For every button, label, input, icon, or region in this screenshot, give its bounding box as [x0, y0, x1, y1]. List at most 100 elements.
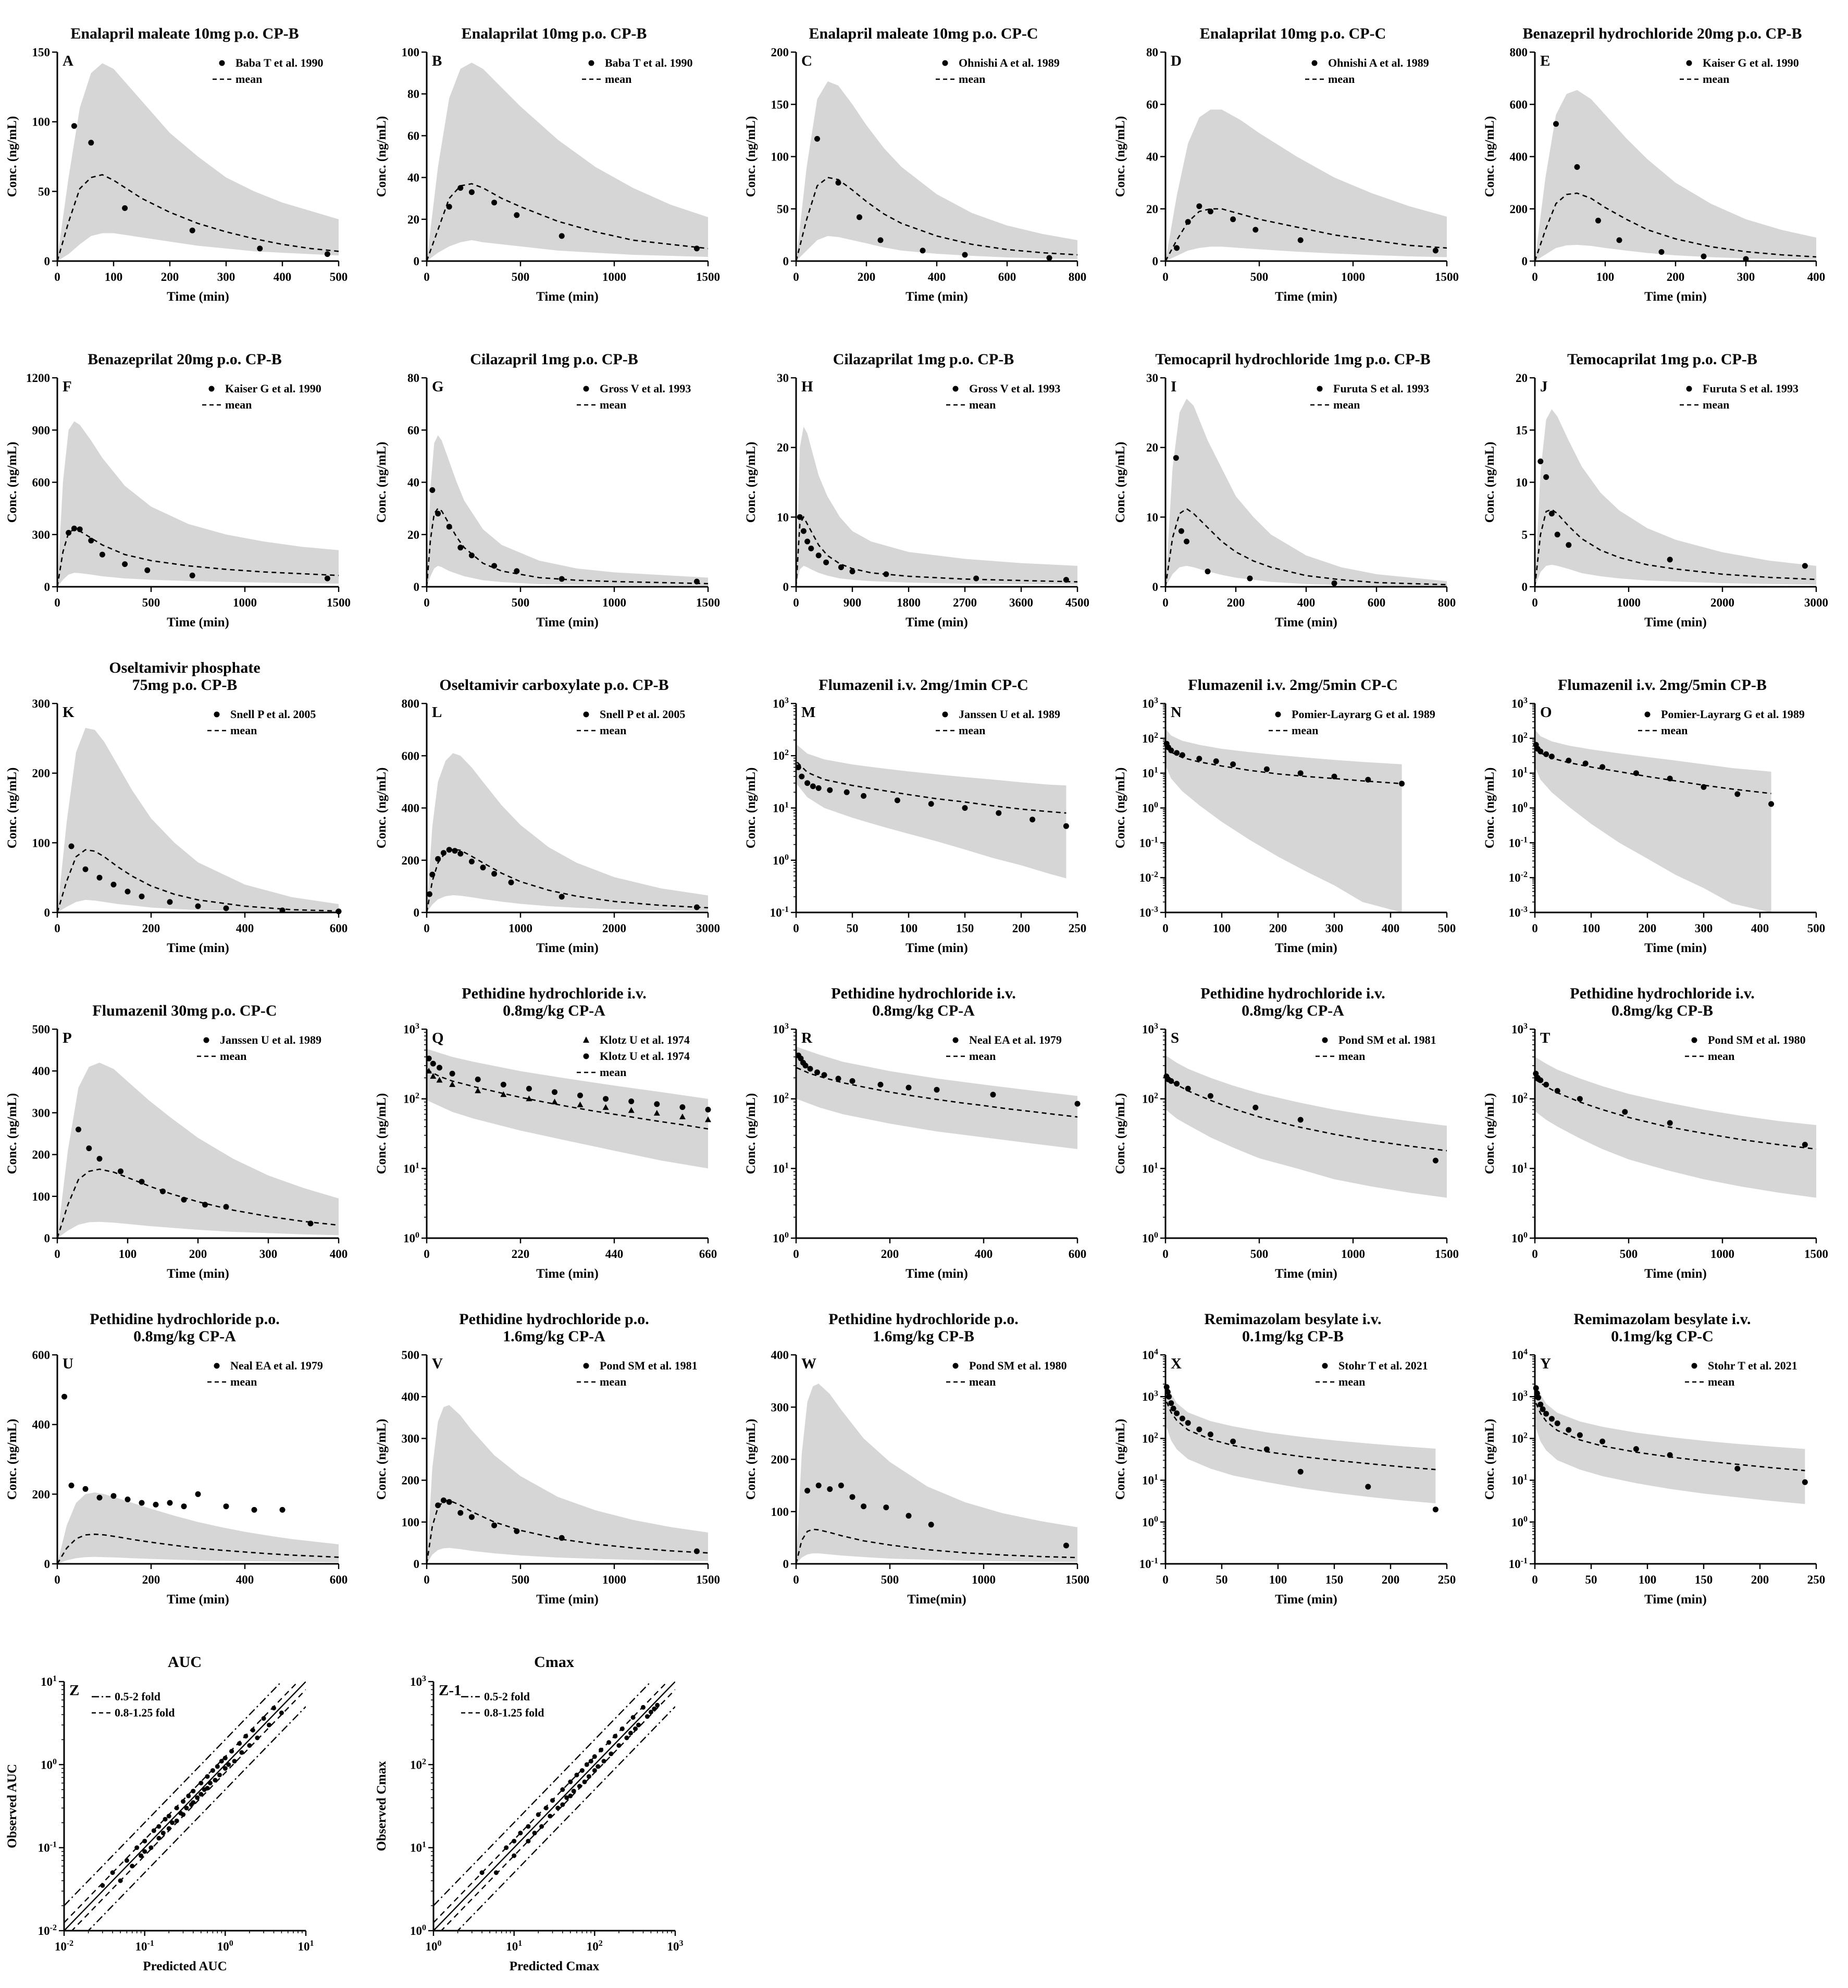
svg-text:100: 100: [1142, 801, 1158, 815]
svg-text:250: 250: [1437, 1573, 1456, 1586]
y-axis-label: Conc. (ng/mL): [1113, 116, 1127, 197]
legend-label: Gross V et al. 1993: [969, 382, 1060, 395]
confidence-band: [1534, 409, 1816, 587]
svg-text:500: 500: [511, 596, 529, 609]
axis-ticks: 0 10 20 30 0 900 1800 2700 3600 4500: [777, 372, 1089, 609]
confidence-band: [1165, 399, 1447, 587]
svg-text:200: 200: [1666, 270, 1684, 283]
legend-label: mean: [1292, 724, 1318, 737]
legend-dot-marker: [588, 60, 594, 66]
svg-text:0: 0: [424, 596, 430, 609]
svg-text:101: 101: [297, 1939, 314, 1953]
svg-text:10-2: 10-2: [38, 1923, 56, 1937]
legend-label: mean: [969, 1375, 996, 1388]
svg-text:200: 200: [32, 767, 50, 780]
y-axis-label: Conc. (ng/mL): [375, 1419, 389, 1500]
svg-text:900: 900: [843, 596, 861, 609]
chart-svg-K: 0 100 200 300 0 200 400 600 Time (min) Conc. (ng/…: [5, 697, 348, 955]
svg-text:100: 100: [1511, 1515, 1528, 1529]
svg-text:0: 0: [793, 1248, 799, 1261]
svg-text:1500: 1500: [696, 1573, 720, 1586]
svg-text:100: 100: [217, 1939, 233, 1953]
svg-text:80: 80: [1146, 46, 1158, 59]
svg-text:300: 300: [401, 1432, 419, 1445]
svg-text:2000: 2000: [602, 922, 626, 935]
svg-text:10-1: 10-1: [1508, 1557, 1527, 1571]
legend: Snell P et al. 2005 mean: [207, 708, 316, 737]
data-points-series-0: [1533, 1385, 1808, 1485]
axes: [426, 1029, 708, 1239]
mean-line: [1165, 508, 1447, 587]
panel-A: Enalapril maleate 10mg p.o. CP-B 0 50 100 15…: [0, 0, 369, 326]
svg-text:400: 400: [401, 1390, 419, 1403]
panel-O: Flumazenil i.v. 2mg/5min CP-B 10-3 10-2 10-…: [1478, 651, 1847, 977]
svg-text:103: 103: [1142, 696, 1158, 710]
chart-svg-P: 0 100 200 300 400 500 0 100 200 300 400 Time (min) C…: [5, 1023, 348, 1281]
chart-title: Enalapril maleate 10mg p.o. CP-B: [70, 25, 299, 43]
svg-text:1500: 1500: [696, 270, 720, 283]
svg-text:102: 102: [773, 1092, 789, 1106]
svg-text:50: 50: [1216, 1573, 1227, 1586]
panel-letter: X: [1171, 1355, 1182, 1372]
svg-text:80: 80: [407, 88, 419, 101]
data-points-series-0: [1533, 742, 1774, 807]
svg-text:0: 0: [1532, 270, 1538, 283]
svg-text:500: 500: [142, 596, 160, 609]
svg-text:100: 100: [1142, 1231, 1158, 1245]
svg-text:10-3: 10-3: [1508, 905, 1527, 919]
svg-text:100: 100: [32, 1190, 50, 1203]
confidence-band: [57, 727, 339, 912]
chart-title: Oseltamivir phosphate 75mg p.o. CP-B: [109, 659, 261, 694]
svg-text:500: 500: [511, 1573, 529, 1586]
axis-ticks: 0 100 200 300 400 0 500 1000 1500: [771, 1349, 1089, 1586]
svg-text:800: 800: [1437, 596, 1456, 609]
chart-area: 10-1 100 101 102 103 0 50 100 150 200 250 Time (min…: [741, 694, 1106, 960]
svg-text:0: 0: [1162, 596, 1169, 609]
fold-line-dashdot: [456, 1706, 675, 1931]
data-points-series-0: [75, 1127, 313, 1227]
data-points-series-0: [426, 847, 700, 910]
svg-text:0: 0: [783, 581, 789, 594]
legend-dot-marker: [214, 1363, 219, 1369]
svg-text:0: 0: [793, 1573, 799, 1586]
confidence-band: [797, 745, 1066, 879]
panel-E: Benazepril hydrochloride 20mg p.o. CP-B 0…: [1478, 0, 1847, 326]
svg-text:0: 0: [54, 270, 60, 283]
svg-text:0: 0: [1532, 1573, 1538, 1586]
data-points-series-0: [1163, 740, 1405, 787]
svg-text:220: 220: [511, 1248, 529, 1261]
svg-text:100: 100: [773, 1231, 789, 1245]
legend-label: Furuta S et al. 1993: [1703, 382, 1799, 395]
axes: [56, 52, 339, 262]
legend-dot-marker: [203, 1037, 209, 1043]
svg-text:300: 300: [32, 528, 50, 541]
panel-letter: E: [1540, 53, 1550, 69]
chart-area: 0 20 40 60 80 0 500 1000 1500 Time (min) Conc. (ng…: [372, 368, 737, 634]
svg-text:103: 103: [410, 1674, 426, 1688]
confidence-band: [1535, 730, 1771, 912]
data-points-series-0: [795, 764, 1069, 829]
chart-area: 10-3 10-2 10-1 100 101 102 103 0 100 200 300 400 500…: [1111, 694, 1475, 960]
legend-label: mean: [1708, 1049, 1734, 1063]
chart-svg-F: 0 300 600 900 1200 0 500 1000 1500 Time (min) Conc…: [5, 372, 351, 629]
svg-text:101: 101: [506, 1939, 522, 1953]
svg-text:1000: 1000: [1341, 1248, 1365, 1261]
x-axis-label: Time (min): [1275, 941, 1337, 955]
svg-text:500: 500: [1437, 922, 1456, 935]
panel-Z: AUC 10-2 10-1 100 101 10-2 10-1 100 101 Predicted…: [0, 1628, 369, 1988]
panel-letter: J: [1540, 378, 1548, 395]
x-axis-label: Predicted Cmax: [509, 1959, 599, 1973]
legend-label: mean: [600, 398, 626, 411]
chart-area: 0 100 200 300 400 500 0 500 1000 1500 Time (min) Co…: [372, 1345, 737, 1611]
legend: Furuta S et al. 1993 mean: [1310, 382, 1429, 411]
identity-line: [433, 1682, 675, 1931]
panel-letter: C: [801, 53, 812, 69]
legend: 0.5-2 fold 0.8-1.25 fold: [461, 1690, 544, 1719]
legend: Pond SM et al. 1981 mean: [1315, 1033, 1436, 1063]
svg-text:40: 40: [407, 476, 419, 489]
legend-label: Baba T et al. 1990: [605, 56, 693, 69]
svg-text:0: 0: [424, 270, 430, 283]
svg-text:500: 500: [1250, 270, 1268, 283]
axes: [432, 1682, 675, 1932]
